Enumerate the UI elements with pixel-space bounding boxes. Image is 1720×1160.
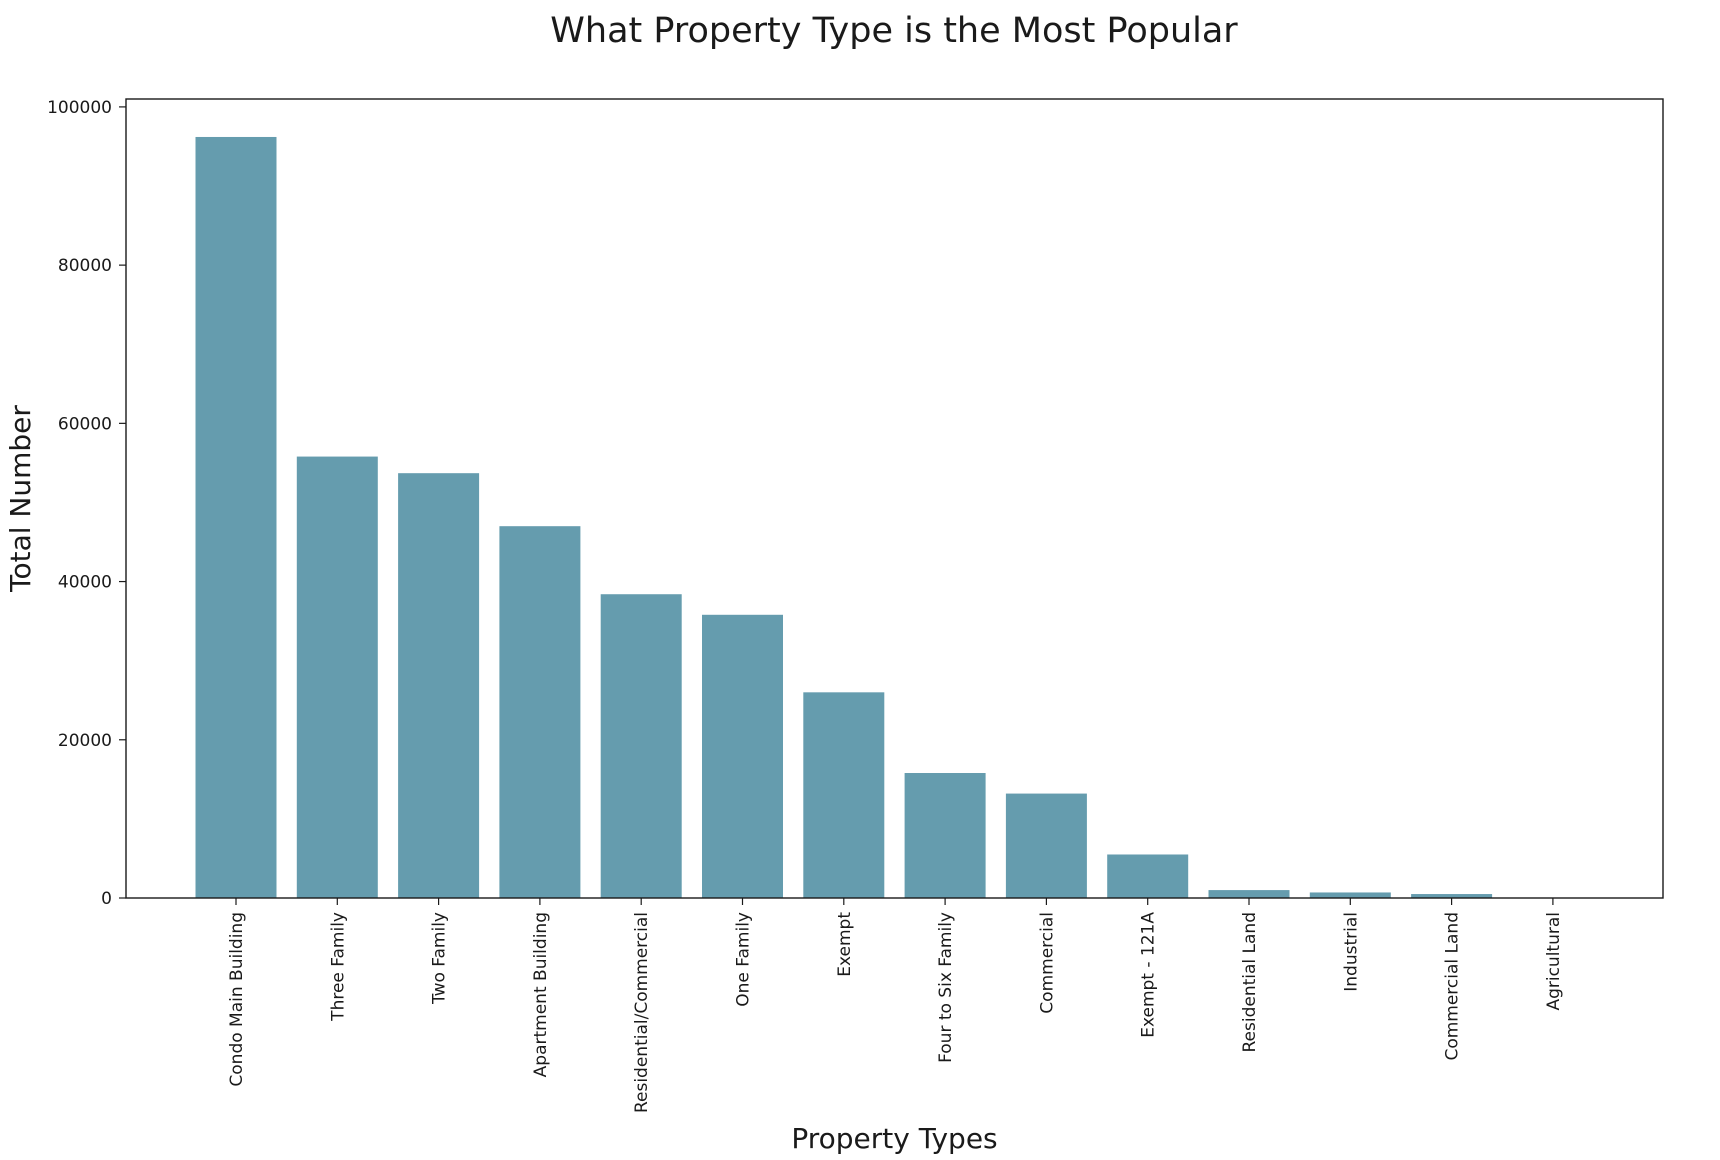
bar-three-family [296, 456, 378, 898]
x-tick-label: Condo Main Building [227, 912, 247, 1087]
bar-commercial-land [1411, 894, 1493, 898]
x-axis-label: Property Types [791, 1122, 997, 1155]
x-tick-label: Residential Land [1240, 912, 1260, 1053]
x-tick-label: Three Family [328, 912, 348, 1022]
y-tick-label: 20000 [58, 731, 112, 751]
x-tick-label: Commercial [1037, 912, 1057, 1014]
bar-exempt [803, 692, 885, 898]
y-tick-label: 60000 [58, 414, 112, 434]
bar-one-family [702, 614, 783, 898]
bar-four-to-six-family [904, 773, 986, 898]
x-tick-label: Exempt - 121A [1139, 912, 1159, 1038]
x-tick-label: One Family [734, 912, 754, 1007]
chart-title: What Property Type is the Most Popular [550, 11, 1238, 51]
y-tick-label: 0 [101, 889, 112, 909]
y-tick-label: 40000 [58, 573, 112, 593]
y-tick-label: 100000 [47, 98, 112, 118]
x-tick-label: Exempt [835, 912, 855, 977]
bar-exempt-121a [1107, 854, 1189, 898]
y-tick-label: 80000 [58, 256, 112, 276]
x-tick-label: Agricultural [1544, 912, 1564, 1011]
bar-industrial [1309, 892, 1391, 898]
x-tick-label: Two Family [430, 912, 450, 1005]
plot-frame [125, 98, 1664, 899]
bar-apartment-building [499, 526, 581, 898]
bar-residential-land [1208, 890, 1290, 898]
bar-two-family [398, 473, 480, 898]
x-tick-label: Apartment Building [531, 912, 551, 1077]
bar-residential-commercial [600, 594, 682, 898]
bar-commercial [1005, 793, 1087, 898]
x-tick-label: Industrial [1341, 912, 1361, 992]
x-tick-label: Residential/Commercial [632, 912, 652, 1113]
bar-condo-main-building [195, 136, 277, 898]
x-tick-label: Commercial Land [1443, 912, 1463, 1061]
y-axis-label: Total Number [4, 405, 37, 593]
x-tick-label: Four to Six Family [936, 912, 956, 1063]
plot-area: Condo Main Building Three Family Two Famil… [47, 98, 1594, 1113]
